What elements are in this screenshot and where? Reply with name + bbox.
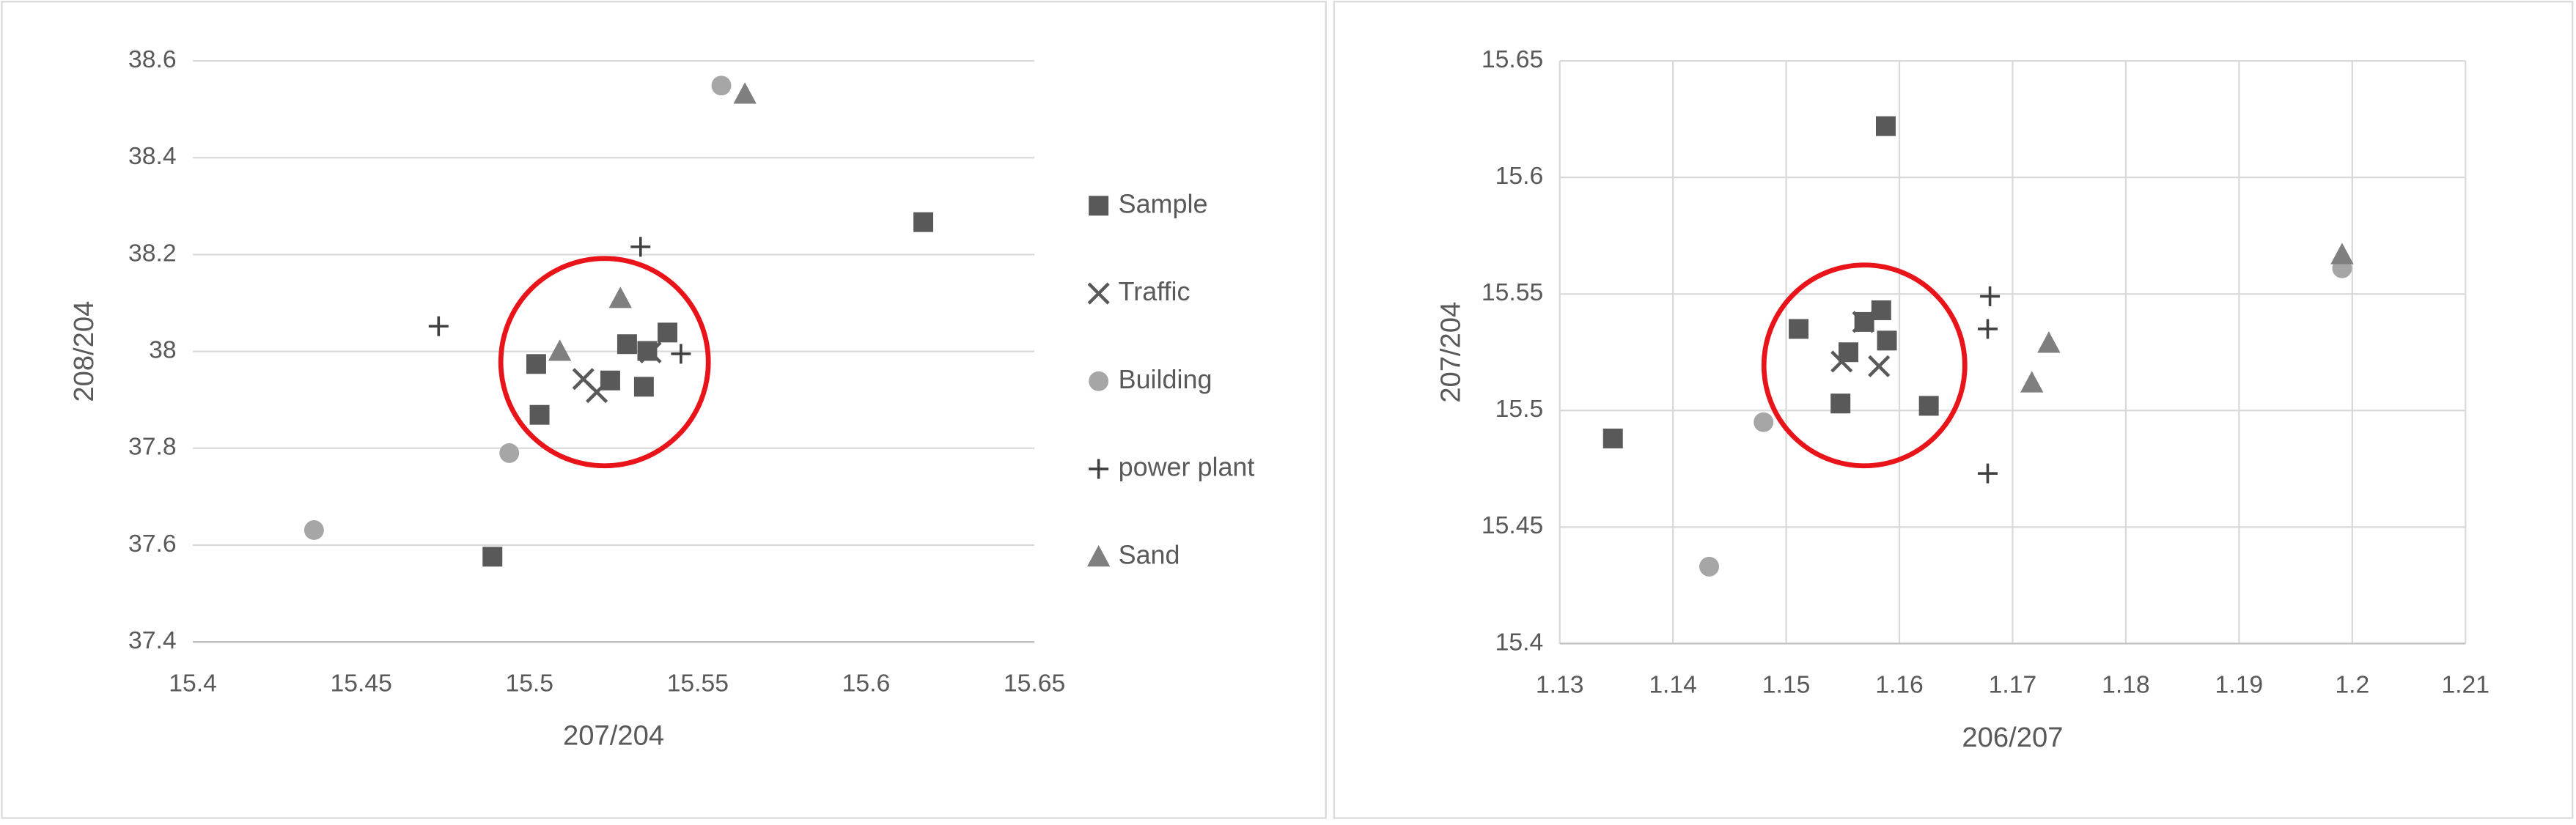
marker-triangle: [2330, 243, 2354, 264]
highlight-circle: [498, 256, 711, 469]
marker-square: [1830, 393, 1851, 414]
y-tick-label: 37.8: [128, 434, 177, 461]
y-axis-title: 207/204: [1435, 302, 1467, 403]
marker-square: [617, 334, 637, 355]
x-tick-label: 15.65: [1004, 670, 1065, 697]
marker-circle: [1753, 412, 1774, 432]
marker-plus: [1978, 319, 1998, 339]
legend-marker: [1086, 545, 1111, 567]
marker-x: [1852, 311, 1874, 333]
marker-square: [1918, 396, 1939, 416]
marker-square: [1602, 428, 1623, 448]
marker-square: [1877, 330, 1897, 351]
marker-triangle: [733, 82, 757, 104]
y-tick-label: 37.6: [128, 530, 177, 558]
x-tick-label: 15.5: [505, 670, 553, 697]
y-tick-label: 15.5: [1495, 396, 1544, 423]
legend-marker: [1089, 371, 1109, 391]
marker-circle: [711, 75, 732, 96]
marker-triangle: [2020, 371, 2044, 393]
legend-label: Sample: [1119, 188, 1208, 218]
highlight-circle: [1761, 262, 1968, 469]
marker-square: [482, 547, 503, 567]
y-tick-label: 38.6: [128, 46, 177, 73]
marker-square: [633, 377, 654, 397]
marker-plus: [428, 316, 449, 336]
x-tick-label: 1.17: [1989, 672, 2037, 699]
x-axis-title: 207/204: [563, 720, 664, 752]
y-tick-label: 15.65: [1482, 46, 1543, 73]
marker-x: [1830, 350, 1853, 373]
y-axis-title: 208/204: [68, 301, 100, 402]
legend-label: power plant: [1119, 452, 1255, 482]
marker-plus: [1980, 286, 2001, 306]
x-tick-label: 1.13: [1536, 672, 1584, 699]
y-tick-label: 37.4: [128, 627, 177, 654]
marker-plus: [1978, 463, 1998, 484]
x-tick-label: 1.21: [2441, 672, 2489, 699]
x-tick-label: 15.4: [169, 670, 217, 697]
marker-square: [1871, 300, 1891, 320]
x-tick-label: 1.15: [1762, 672, 1811, 699]
y-tick-label: 38.4: [128, 143, 177, 170]
plots: 37.4 37.6 37.8 38 38.2 38.4 38.6 15.4 15.45 15.5 1…: [68, 46, 2489, 753]
y-tick-label: 15.45: [1482, 512, 1543, 539]
marker-triangle: [548, 339, 572, 361]
marker-x: [1868, 355, 1891, 377]
legend-label: Building: [1119, 364, 1212, 394]
x-tick-label: 1.19: [2215, 672, 2264, 699]
marker-square: [529, 404, 550, 425]
x-tick-label: 1.14: [1649, 672, 1697, 699]
y-tick-label: 38.2: [128, 240, 177, 267]
x-axis-title: 206/207: [1962, 722, 2063, 753]
x-tick-label: 1.18: [2102, 672, 2150, 699]
marker-square: [658, 322, 678, 343]
legend-marker: [1089, 459, 1109, 479]
legend-marker: [1087, 282, 1110, 305]
marker-square: [1789, 319, 1809, 339]
legend-marker: [1089, 196, 1109, 216]
panel-left: [1, 1, 1327, 819]
y-tick-label: 15.55: [1482, 279, 1543, 306]
marker-circle: [499, 443, 520, 463]
marker-square: [913, 212, 933, 232]
y-tick-label: 15.4: [1495, 629, 1544, 656]
marker-circle: [1699, 556, 1720, 577]
x-tick-label: 1.16: [1875, 672, 1924, 699]
marker-x: [586, 381, 608, 404]
marker-plus: [671, 344, 691, 364]
y-tick-label: 15.6: [1495, 163, 1544, 190]
marker-triangle: [2037, 331, 2061, 353]
x-tick-label: 1.2: [2335, 672, 2369, 699]
marker-square: [1839, 342, 1858, 363]
marker-triangle: [608, 286, 632, 308]
legend-label: Sand: [1119, 539, 1180, 569]
marker-square: [1875, 116, 1896, 136]
x-tick-label: 15.55: [667, 670, 729, 697]
marker-square: [526, 354, 546, 374]
marker-plus: [630, 237, 651, 257]
legend-label: Traffic: [1119, 276, 1191, 306]
marker-x: [639, 341, 662, 364]
x-tick-label: 15.45: [331, 670, 392, 697]
y-tick-label: 38: [149, 337, 176, 364]
x-tick-label: 15.6: [842, 670, 891, 697]
marker-circle: [303, 519, 324, 540]
